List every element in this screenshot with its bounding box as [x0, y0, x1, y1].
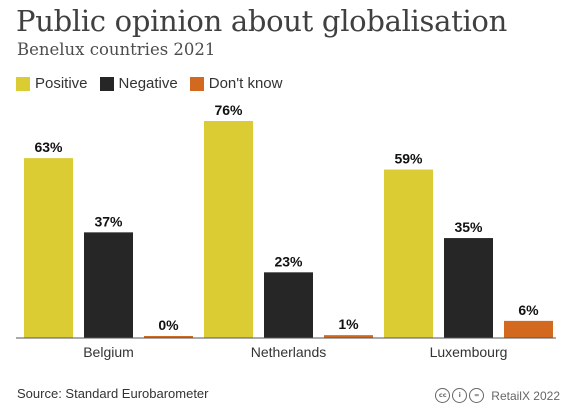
- legend-label-positive: Positive: [35, 75, 88, 92]
- data-label-netherlands-positive: 76%: [214, 102, 243, 118]
- bar-belgium-don-t-know: [144, 336, 193, 338]
- legend-swatch-positive: [16, 76, 30, 91]
- chart-legend: Positive Negative Don't know: [16, 75, 294, 92]
- data-label-luxembourg-negative: 35%: [454, 219, 483, 235]
- cc-icon: cc: [435, 388, 451, 403]
- legend-item-positive: Positive: [16, 75, 88, 92]
- credit-text: RetailX 2022: [491, 388, 560, 403]
- x-tick-label-belgium: Belgium: [83, 344, 134, 360]
- source-note: Source: Standard Eurobarometer: [17, 386, 209, 401]
- data-label-belgium-don-t-know: 0%: [158, 317, 179, 333]
- x-tick-label-netherlands: Netherlands: [251, 344, 327, 360]
- bar-netherlands-positive: [204, 121, 253, 338]
- data-label-luxembourg-don-t-know: 6%: [518, 302, 539, 318]
- bar-belgium-positive: [24, 158, 73, 338]
- by-icon: i: [452, 388, 468, 403]
- data-label-belgium-positive: 63%: [34, 139, 63, 155]
- bar-netherlands-don-t-know: [324, 335, 373, 338]
- chart-subtitle: Benelux countries 2021: [17, 40, 216, 59]
- bar-belgium-negative: [84, 232, 133, 338]
- legend-swatch-negative: [99, 76, 114, 91]
- legend-label-negative: Negative: [118, 75, 178, 92]
- data-label-netherlands-negative: 23%: [274, 253, 303, 269]
- data-label-belgium-negative: 37%: [94, 213, 123, 229]
- bar-luxembourg-don-t-know: [504, 320, 553, 338]
- legend-label-dont-know: Don't know: [208, 75, 283, 92]
- legend-item-dont-know: Don't know: [189, 75, 283, 92]
- bar-netherlands-negative: [264, 272, 313, 338]
- legend-swatch-dont-know: [189, 76, 204, 91]
- x-tick-label-luxembourg: Luxembourg: [430, 344, 508, 360]
- data-label-luxembourg-positive: 59%: [394, 151, 423, 167]
- bar-luxembourg-positive: [384, 169, 433, 338]
- nd-icon: =: [469, 388, 485, 403]
- bar-luxembourg-negative: [444, 238, 493, 338]
- data-label-netherlands-don-t-know: 1%: [338, 316, 359, 332]
- credit: cc i = RetailX 2022: [435, 388, 560, 403]
- legend-item-negative: Negative: [99, 75, 178, 92]
- chart-title: Public opinion about globalisation: [16, 4, 507, 38]
- license-icons: cc i =: [435, 388, 486, 403]
